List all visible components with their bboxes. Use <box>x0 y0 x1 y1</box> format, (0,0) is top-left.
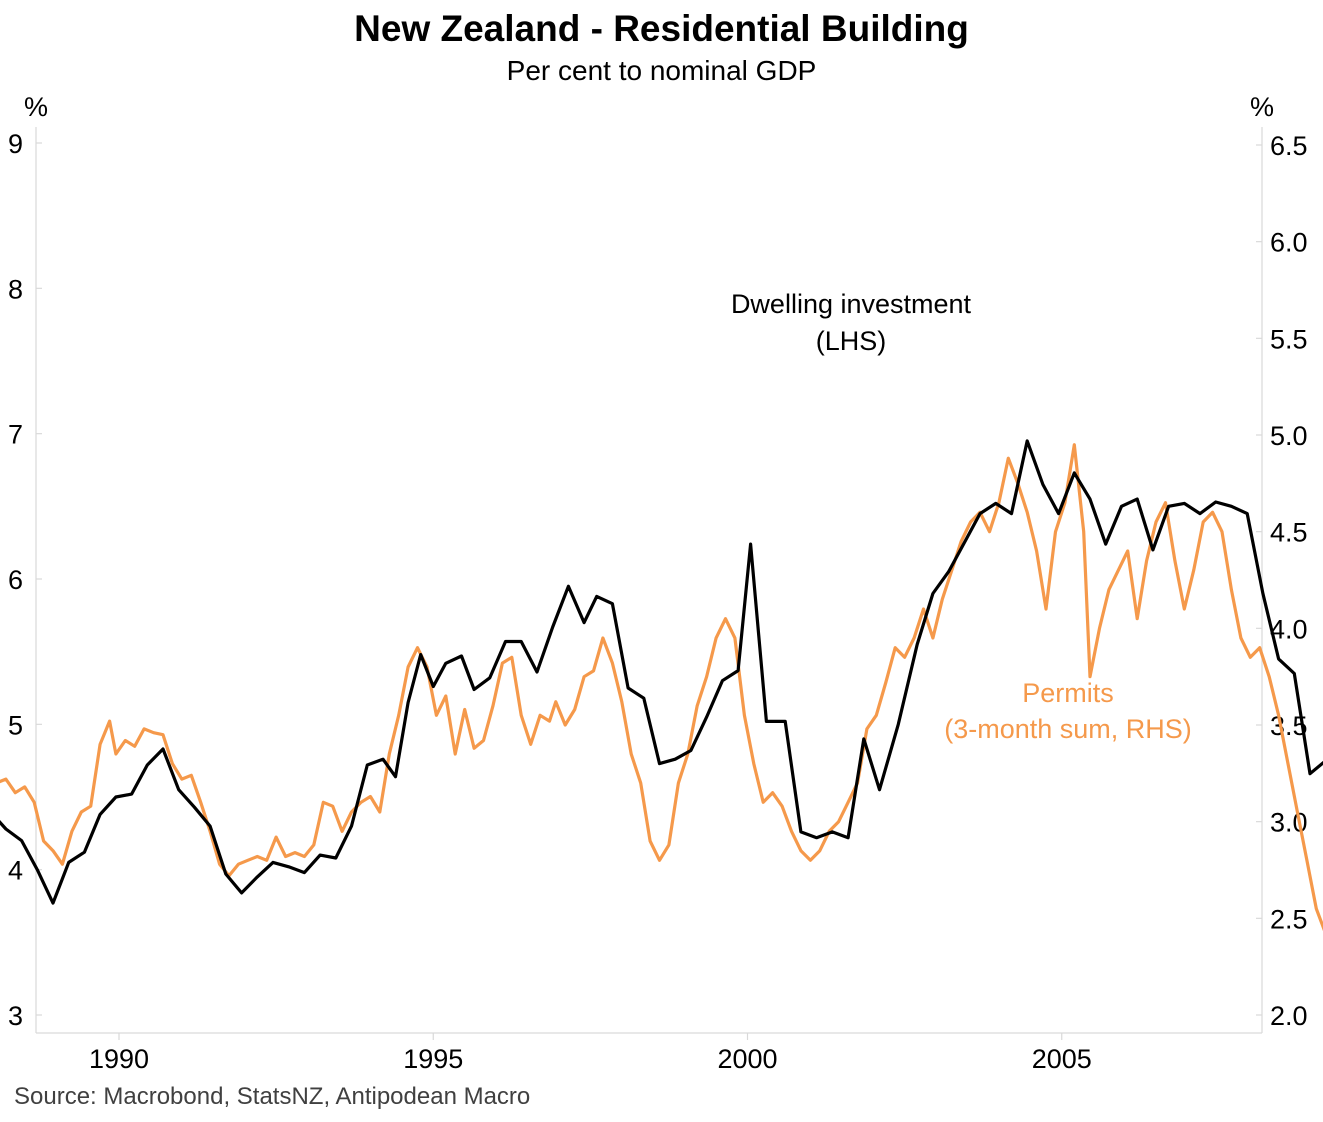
source-note: Source: Macrobond, StatsNZ, Antipodean M… <box>14 1083 531 1110</box>
x-tick-label: 1995 <box>403 1044 463 1074</box>
right-axis-unit: % <box>1250 92 1274 122</box>
left-axis-unit: % <box>24 92 48 122</box>
right-tick-label: 5.0 <box>1270 421 1308 451</box>
dwelling-investment-label-name: Dwelling investment <box>731 289 972 319</box>
right-tick-label: 6.5 <box>1270 131 1308 161</box>
left-tick-label: 7 <box>8 420 23 450</box>
left-tick-label: 5 <box>8 710 23 740</box>
permits-label-name: Permits <box>1022 678 1114 708</box>
series-lines <box>0 439 1323 932</box>
left-tick-label: 6 <box>8 565 23 595</box>
right-tick-label: 5.5 <box>1270 324 1308 354</box>
right-tick-label: 2.5 <box>1270 904 1308 934</box>
chart-subtitle: Per cent to nominal GDP <box>506 55 817 86</box>
dwelling-investment-line <box>0 439 1323 905</box>
x-tick-label: 1990 <box>89 1044 149 1074</box>
x-tick-label: 2000 <box>717 1044 777 1074</box>
dwelling-investment-label-detail: (LHS) <box>816 326 887 356</box>
permits-line <box>0 443 1323 932</box>
left-tick-label: 9 <box>8 129 23 159</box>
left-tick-label: 3 <box>8 1001 23 1031</box>
x-tick-label: 2005 <box>1032 1044 1092 1074</box>
left-tick-label: 4 <box>8 856 23 886</box>
permits-label-detail: (3-month sum, RHS) <box>944 714 1192 744</box>
left-tick-label: 8 <box>8 274 23 304</box>
axes: % %34567892.02.53.03.54.04.55.05.56.06.51… <box>8 92 1308 1074</box>
series-labels: Dwelling investment (LHS) Permits (3-month … <box>731 289 1192 744</box>
right-tick-label: 4.5 <box>1270 518 1308 548</box>
right-tick-label: 6.0 <box>1270 228 1308 258</box>
right-tick-label: 4.0 <box>1270 614 1308 644</box>
chart-title: New Zealand - Residential Building <box>354 8 969 49</box>
right-tick-label: 2.0 <box>1270 1001 1308 1031</box>
